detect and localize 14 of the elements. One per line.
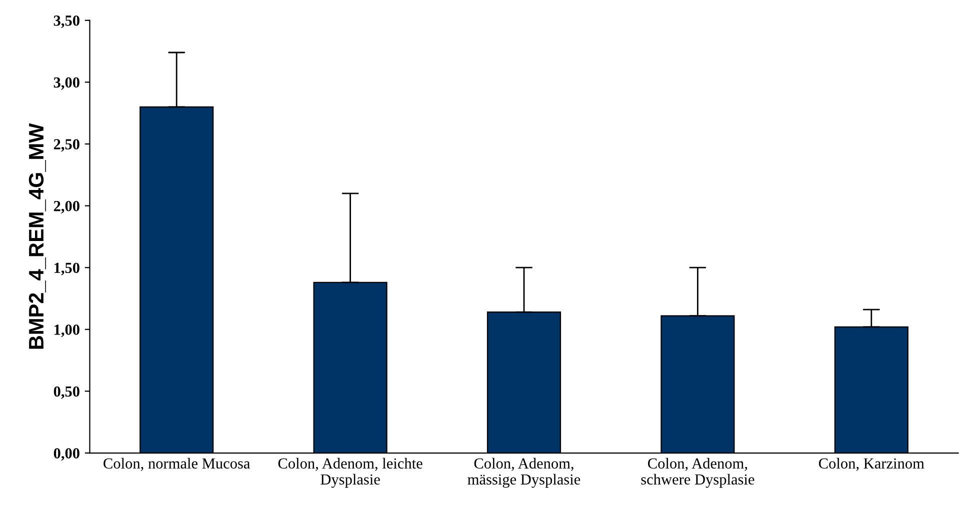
x-tick-label: Colon, normale Mucosa xyxy=(104,458,250,471)
x-tick-label: Colon, Adenom, schwere Dysplasie xyxy=(641,458,754,488)
y-tick-label: 2,50 xyxy=(54,139,80,152)
y-axis-title: BMP2_4_REM_4G_MW xyxy=(28,123,46,349)
y-tick-label: 1,00 xyxy=(54,324,80,338)
y-tick-label: 3,50 xyxy=(54,16,80,28)
y-tick-label: 3,00 xyxy=(54,77,80,90)
x-tick-label: Colon, Karzinom xyxy=(818,458,924,471)
y-tick-label: 0,00 xyxy=(54,448,80,461)
x-tick-label: Colon, Adenom, leichte Dysplasie xyxy=(278,458,422,488)
y-tick-label: 2,00 xyxy=(54,200,80,214)
y-tick-label: 0,50 xyxy=(54,386,80,399)
x-tick-label: Colon, Adenom, mässige Dysplasie xyxy=(468,458,580,488)
y-tick-label: 1,50 xyxy=(54,262,80,276)
